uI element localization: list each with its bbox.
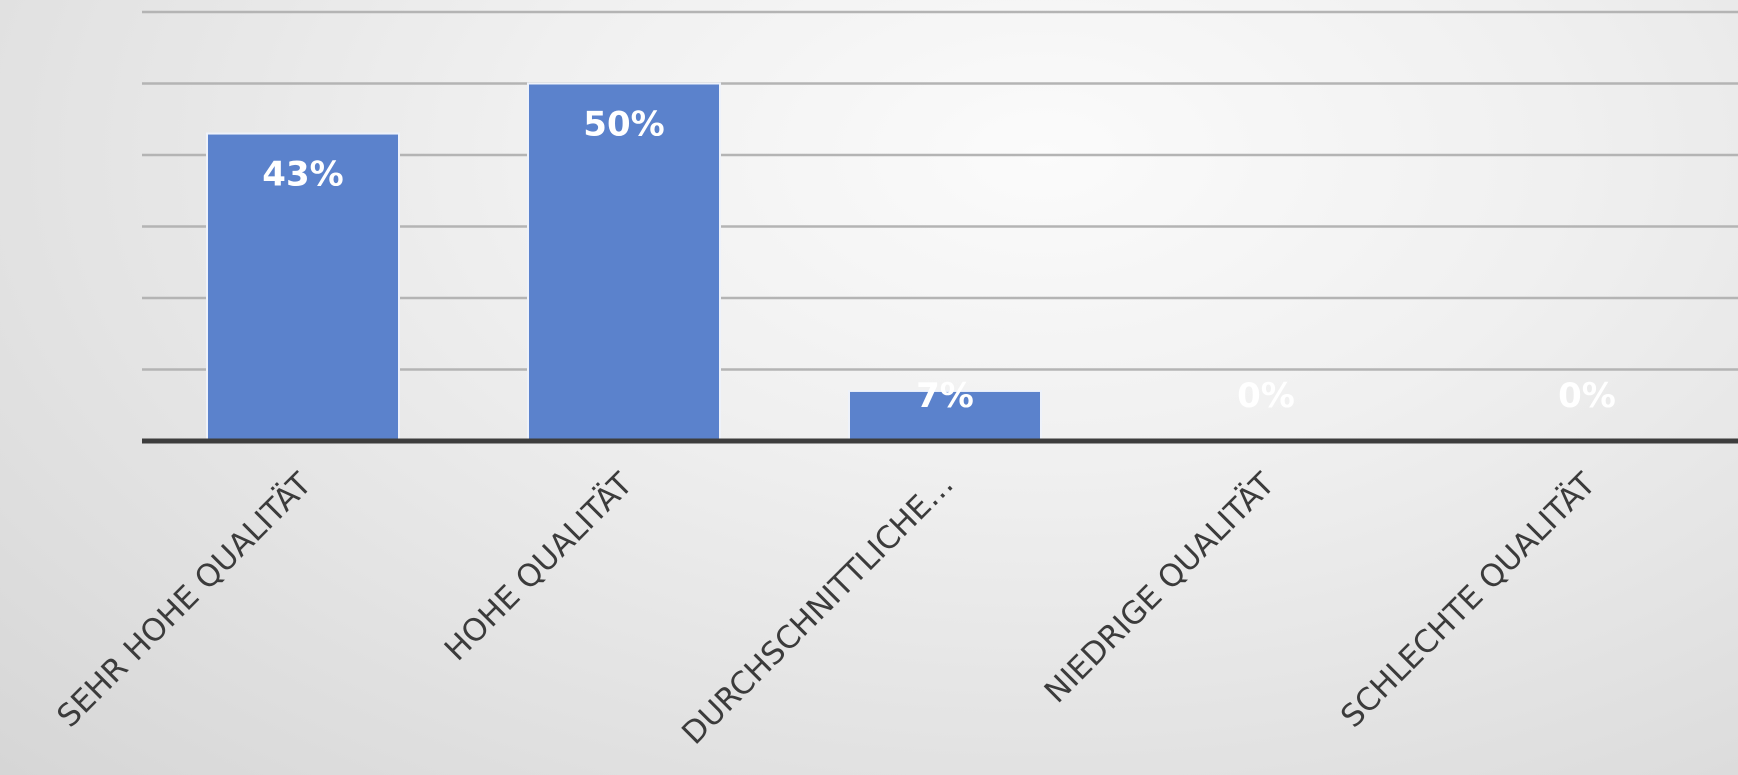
data-label: 43% [262,155,343,195]
data-label: 0% [1237,376,1295,416]
data-labels: 43% 50% 7% 0% 0% [262,105,1616,417]
bar [527,82,721,442]
bar [848,389,1042,443]
data-label: 7% [916,376,974,416]
category-label: SCHLECHTE QUALITÄT [1334,465,1603,734]
gridlines [142,10,1738,371]
category-labels: SEHR HOHE QUALITÄT HOHE QUALITÄT DURCHSCHN… [50,465,1603,751]
data-label: 0% [1558,376,1616,416]
bars [206,82,1042,443]
category-label: NIEDRIGE QUALITÄT [1038,465,1283,710]
category-label: SEHR HOHE QUALITÄT [50,465,319,734]
data-label: 50% [583,105,664,145]
category-label: DURCHSCHNITTLICHE… [675,466,961,752]
category-label: HOHE QUALITÄT [438,465,641,668]
